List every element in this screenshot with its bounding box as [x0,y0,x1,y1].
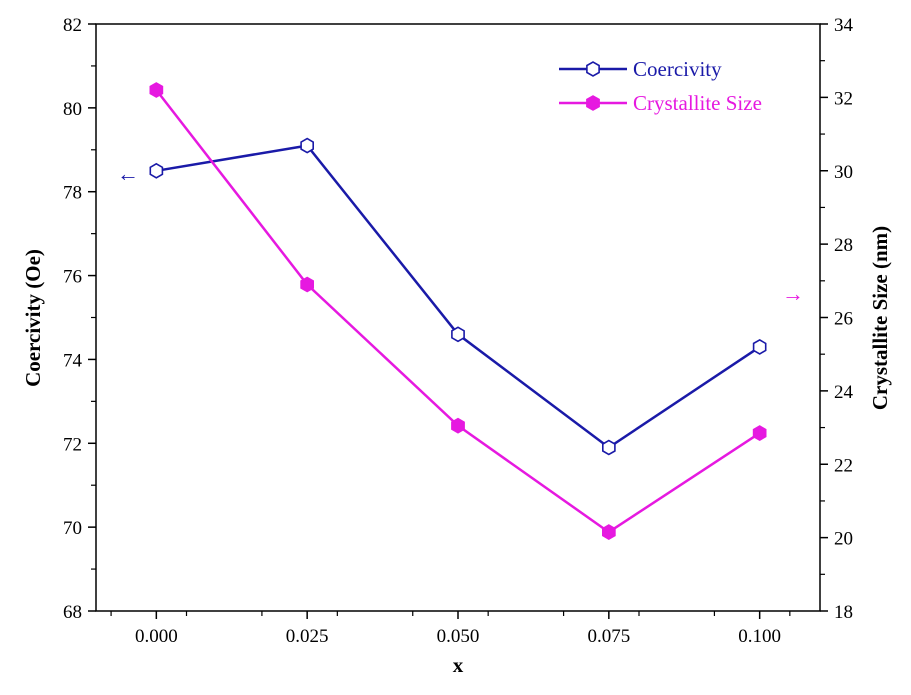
y-left-tick-label: 74 [63,350,83,371]
markers-layer [149,82,767,541]
y-right-tick-label: 20 [834,529,853,550]
legend-marker-crystallite-size [586,95,600,111]
lines-layer [155,89,761,534]
legend-label-crystallite-size: Crystallite Size [633,91,762,115]
x-tick-label: 0.075 [587,626,630,647]
legend-label-coercivity: Coercivity [633,57,722,81]
y-left-tick-label: 70 [63,518,82,539]
data-point-crystallite-size [601,524,616,541]
data-point-coercivity [601,439,616,456]
y-left-tick-label: 82 [63,15,82,36]
y-left-tick-label: 76 [63,267,82,288]
y-right-tick-label: 34 [834,15,854,36]
data-point-coercivity [300,137,315,154]
legend: Coercivity Crystallite Size [559,57,762,115]
y-right-tick-label: 28 [834,235,853,256]
y-left-axis-title: Coercivity (Oe) [21,249,45,387]
y-right-tick-label: 32 [834,88,853,109]
y-right-tick-label: 26 [834,309,853,330]
series-line-coercivity [156,144,761,450]
data-point-crystallite-size [149,82,164,98]
y-right-tick-label: 24 [834,382,854,403]
y-right-tick-label: 22 [834,455,853,476]
data-point-coercivity [451,326,465,343]
data-point-crystallite-size [451,417,465,434]
y-right-tick-label: 18 [834,602,853,623]
y-left-tick-label: 68 [63,602,82,623]
y-right-axis-title: Crystallite Size (nm) [868,226,892,410]
y-left-tick-label: 72 [63,434,82,455]
arrow-crystallite-right: → [782,281,804,306]
x-tick-label: 0.100 [738,626,781,647]
arrow-coercivity-left: ← [117,161,139,186]
legend-marker-coercivity [586,61,600,77]
data-point-coercivity [149,162,164,179]
ticks-layer: 0.000 0.025 0.050 0.075 0.100 68 70 72 74 76 78 80 8… [63,15,854,647]
x-tick-label: 0.050 [437,626,480,647]
data-point-coercivity [752,338,767,355]
y-right-tick-label: 30 [834,162,853,183]
data-point-crystallite-size [752,425,767,442]
x-tick-label: 0.000 [135,626,178,647]
x-axis-title: x [453,653,464,677]
x-tick-label: 0.025 [286,626,329,647]
y-left-tick-label: 80 [63,99,82,120]
data-point-crystallite-size [300,276,315,293]
y-left-tick-label: 78 [63,183,82,204]
